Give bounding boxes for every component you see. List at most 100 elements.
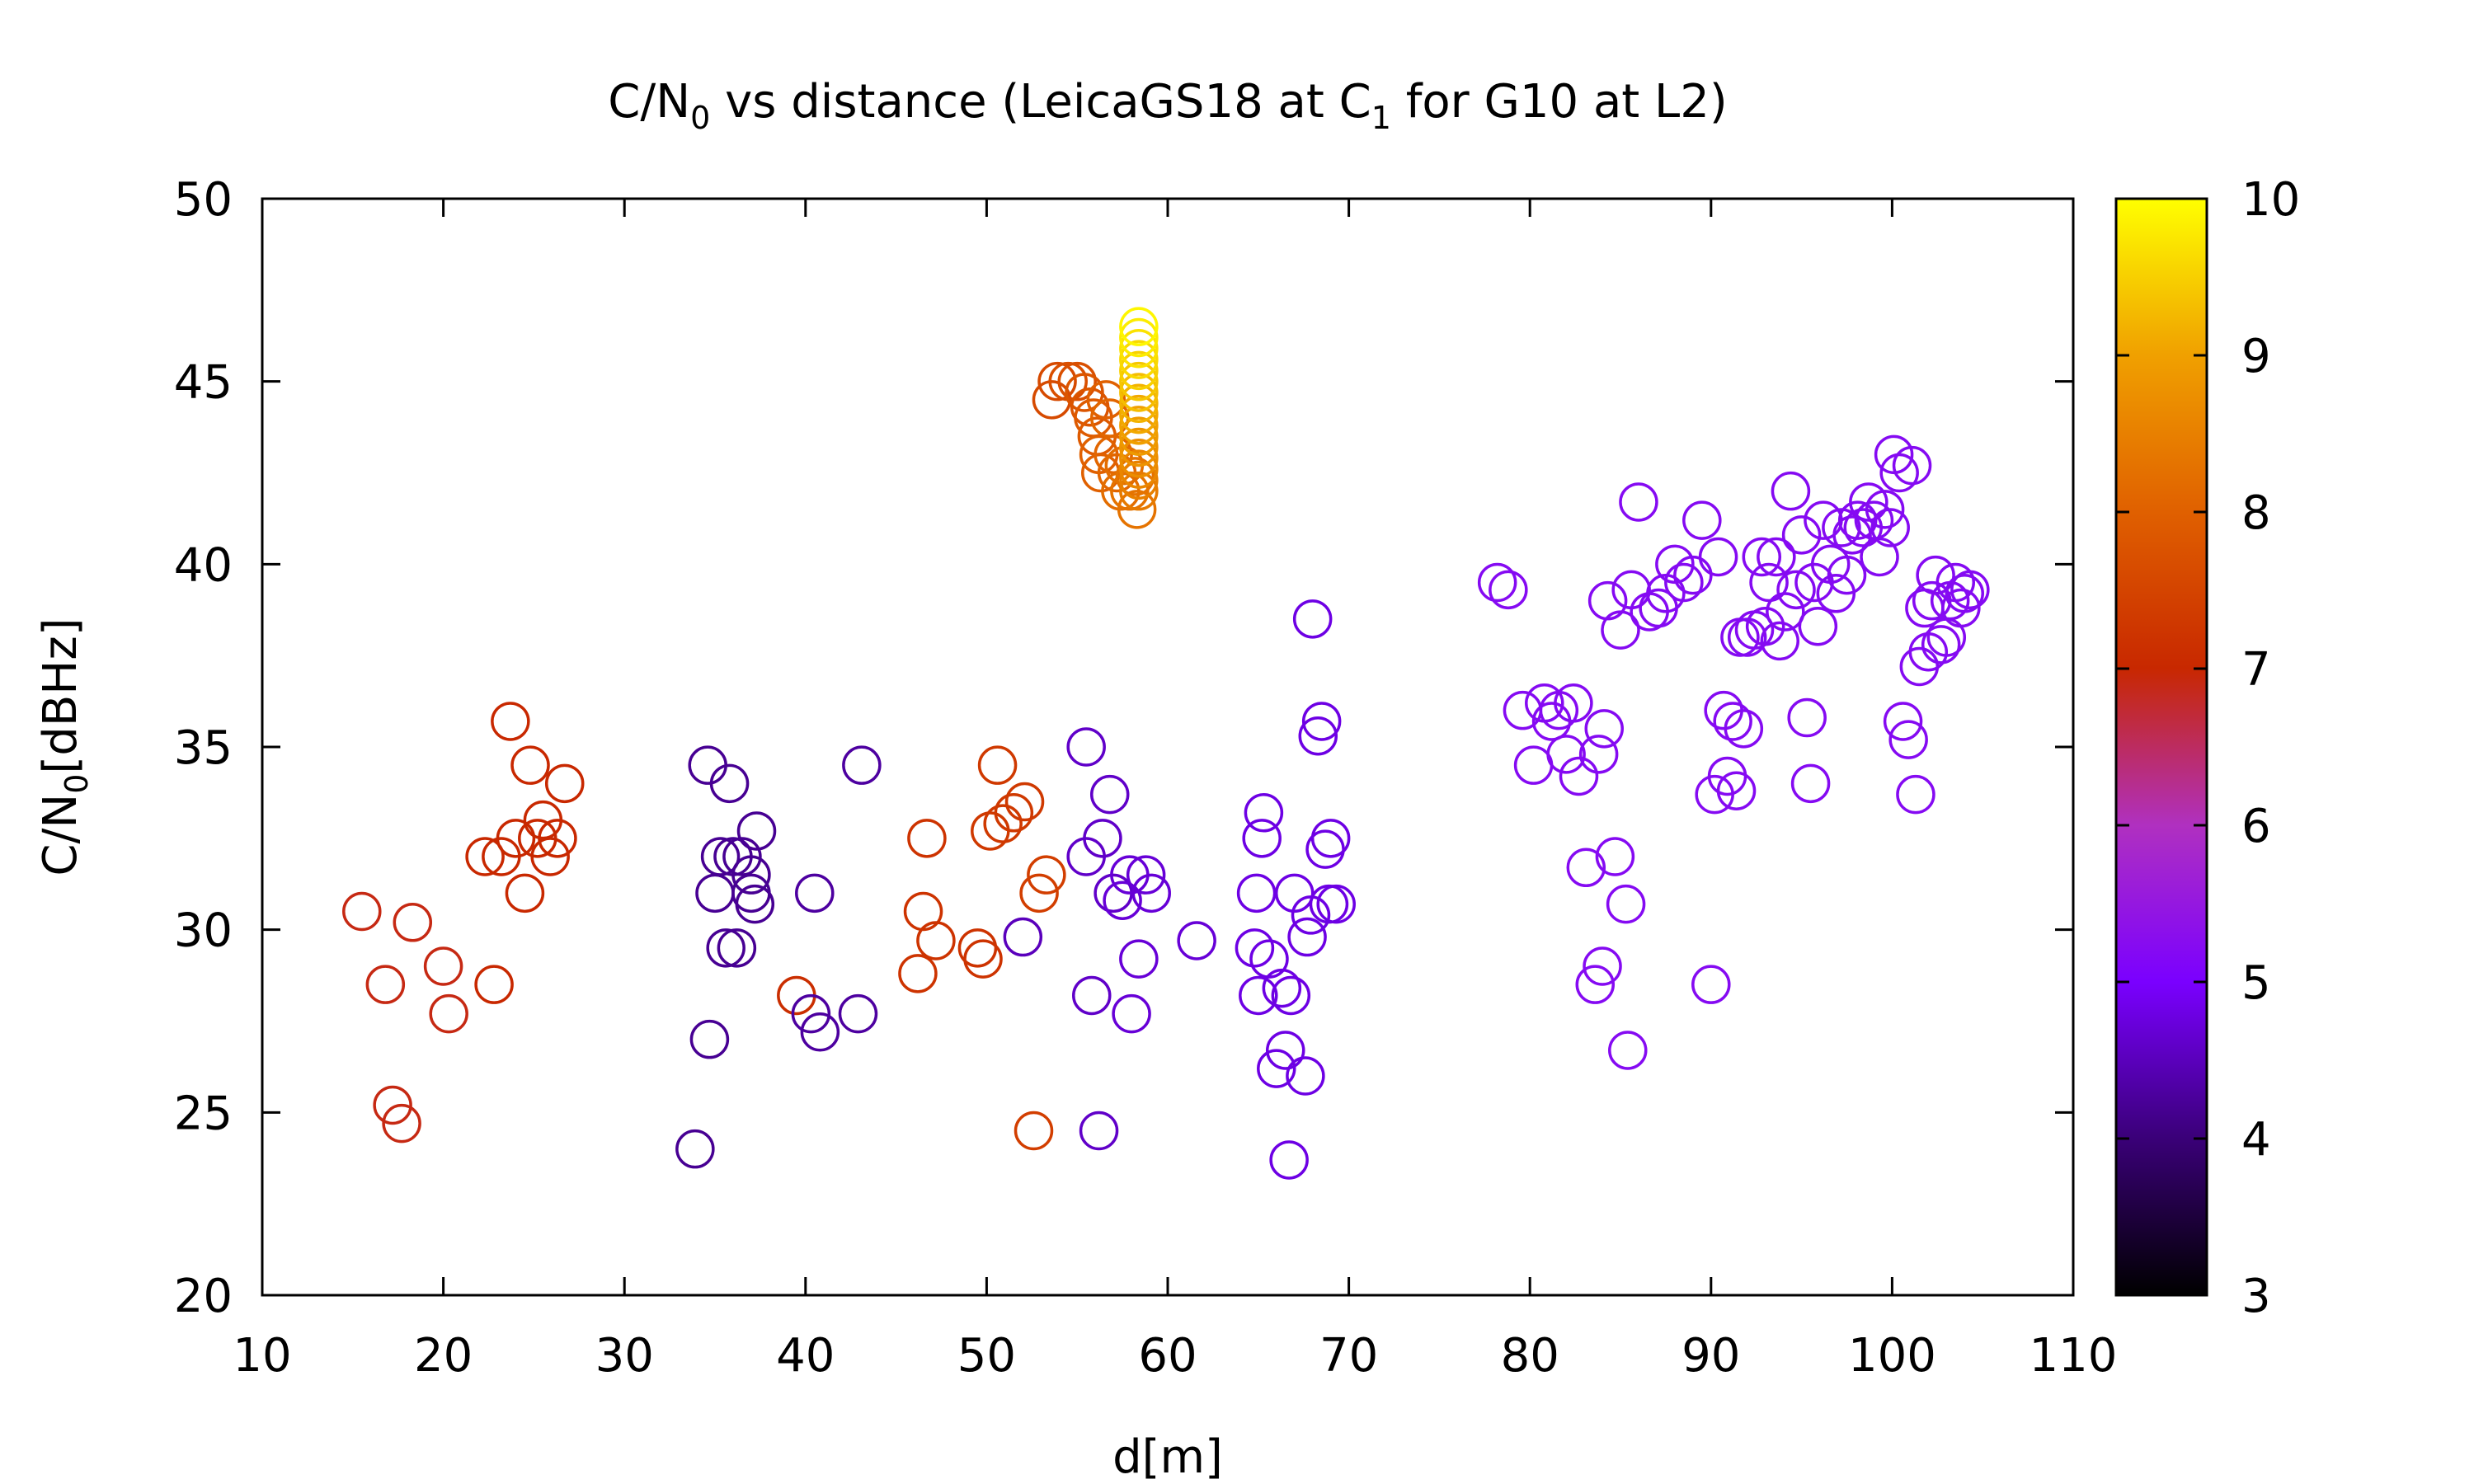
data-point	[510, 745, 550, 785]
data-point	[1089, 774, 1130, 815]
colorbar-tick-label: 5	[2241, 956, 2271, 1010]
data-point	[1724, 709, 1764, 749]
data-point	[1119, 394, 1159, 434]
data-point	[735, 884, 775, 924]
data-point	[1539, 690, 1579, 730]
data-point	[903, 891, 943, 932]
x-tick-label: 110	[2030, 1329, 2118, 1383]
data-point	[1787, 697, 1827, 738]
colorbar-tick-label: 6	[2241, 800, 2271, 853]
data-point	[1119, 427, 1159, 467]
colorbar-tick-label: 3	[2241, 1270, 2271, 1323]
x-tick-label: 40	[776, 1329, 835, 1383]
data-point	[971, 811, 1010, 851]
colorbar-tick-label: 4	[2241, 1113, 2271, 1167]
data-point	[1559, 756, 1599, 796]
data-point	[1119, 416, 1159, 456]
data-point	[898, 954, 938, 993]
colorbar	[2114, 197, 2208, 1297]
data-point	[838, 993, 878, 1034]
data-point	[1664, 562, 1704, 603]
data-point	[1239, 975, 1278, 1016]
y-tick-label: 20	[174, 1270, 233, 1323]
data-point	[393, 903, 433, 942]
data-point	[800, 1012, 840, 1052]
data-point	[795, 873, 835, 913]
colorbar-tick-label: 8	[2241, 486, 2271, 540]
data-point	[1242, 819, 1282, 858]
data-point	[429, 993, 468, 1034]
data-point	[1611, 570, 1651, 610]
data-point	[505, 873, 545, 913]
y-tick-label: 25	[174, 1087, 233, 1140]
data-point	[963, 939, 1003, 979]
data-point	[1119, 439, 1159, 478]
data-point	[994, 793, 1034, 833]
x-tick-label: 20	[414, 1329, 473, 1383]
data-point	[1286, 1056, 1325, 1096]
data-point	[1798, 606, 1838, 646]
data-point	[1698, 537, 1738, 577]
x-tick-label: 30	[595, 1329, 654, 1383]
data-point	[538, 819, 577, 858]
data-point	[1865, 490, 1905, 529]
data-point	[675, 1129, 715, 1169]
data-point	[1119, 449, 1159, 489]
y-tick-label: 50	[174, 173, 233, 227]
x-tick-label: 80	[1501, 1329, 1559, 1383]
data-point	[1287, 917, 1327, 957]
x-axis: 10 20 30 40 50 60 70 80 90 100 110	[233, 199, 2117, 1383]
data-point	[1119, 383, 1159, 424]
x-tick-label: 100	[1848, 1329, 1936, 1383]
data-point	[1079, 1111, 1119, 1151]
data-point	[1892, 445, 1932, 486]
data-point	[1244, 793, 1284, 833]
data-point	[1749, 562, 1789, 603]
data-point	[1583, 946, 1622, 986]
data-point	[1119, 340, 1159, 379]
data-point	[1301, 702, 1342, 741]
colorbar-tick-label: 7	[2241, 643, 2271, 697]
data-point	[1177, 921, 1216, 960]
data-point	[1119, 350, 1159, 391]
data-point	[688, 745, 727, 785]
data-point	[1816, 574, 1856, 613]
data-point	[1103, 881, 1142, 920]
data-point	[1503, 690, 1543, 730]
data-point	[1790, 763, 1831, 804]
data-point	[1119, 361, 1159, 402]
colorbar-axis: 3 4 5 6 7 8 9 10	[2116, 173, 2300, 1323]
data-point	[496, 819, 536, 858]
data-point	[1086, 380, 1126, 420]
data-point	[977, 745, 1018, 785]
y-axis-label: C/N0[dBHz]	[34, 618, 95, 876]
data-point	[1578, 735, 1619, 774]
data-point	[1691, 965, 1731, 1004]
data-point	[689, 1019, 730, 1059]
y-tick-label: 40	[174, 538, 233, 592]
data-point	[1704, 690, 1743, 730]
data-point	[983, 804, 1023, 843]
data-point	[1745, 606, 1785, 646]
data-point	[465, 837, 505, 876]
data-point	[1554, 683, 1593, 723]
data-point	[1883, 702, 1923, 741]
data-point	[706, 928, 745, 968]
data-point	[373, 1085, 412, 1125]
data-point	[1292, 599, 1333, 639]
data-point	[1771, 471, 1811, 511]
data-point	[1595, 837, 1635, 876]
data-point	[1072, 975, 1112, 1016]
data-point	[1742, 537, 1782, 577]
data-point	[1950, 570, 1990, 610]
data-point	[1119, 460, 1159, 500]
data-point	[1131, 873, 1171, 913]
data-point	[1587, 580, 1628, 621]
data-point	[1713, 702, 1752, 741]
data-point	[1837, 500, 1878, 540]
data-point	[1112, 993, 1151, 1034]
data-point	[722, 837, 762, 876]
data-point	[1119, 329, 1159, 369]
x-tick-label: 60	[1138, 1329, 1197, 1383]
data-point	[1117, 490, 1157, 529]
